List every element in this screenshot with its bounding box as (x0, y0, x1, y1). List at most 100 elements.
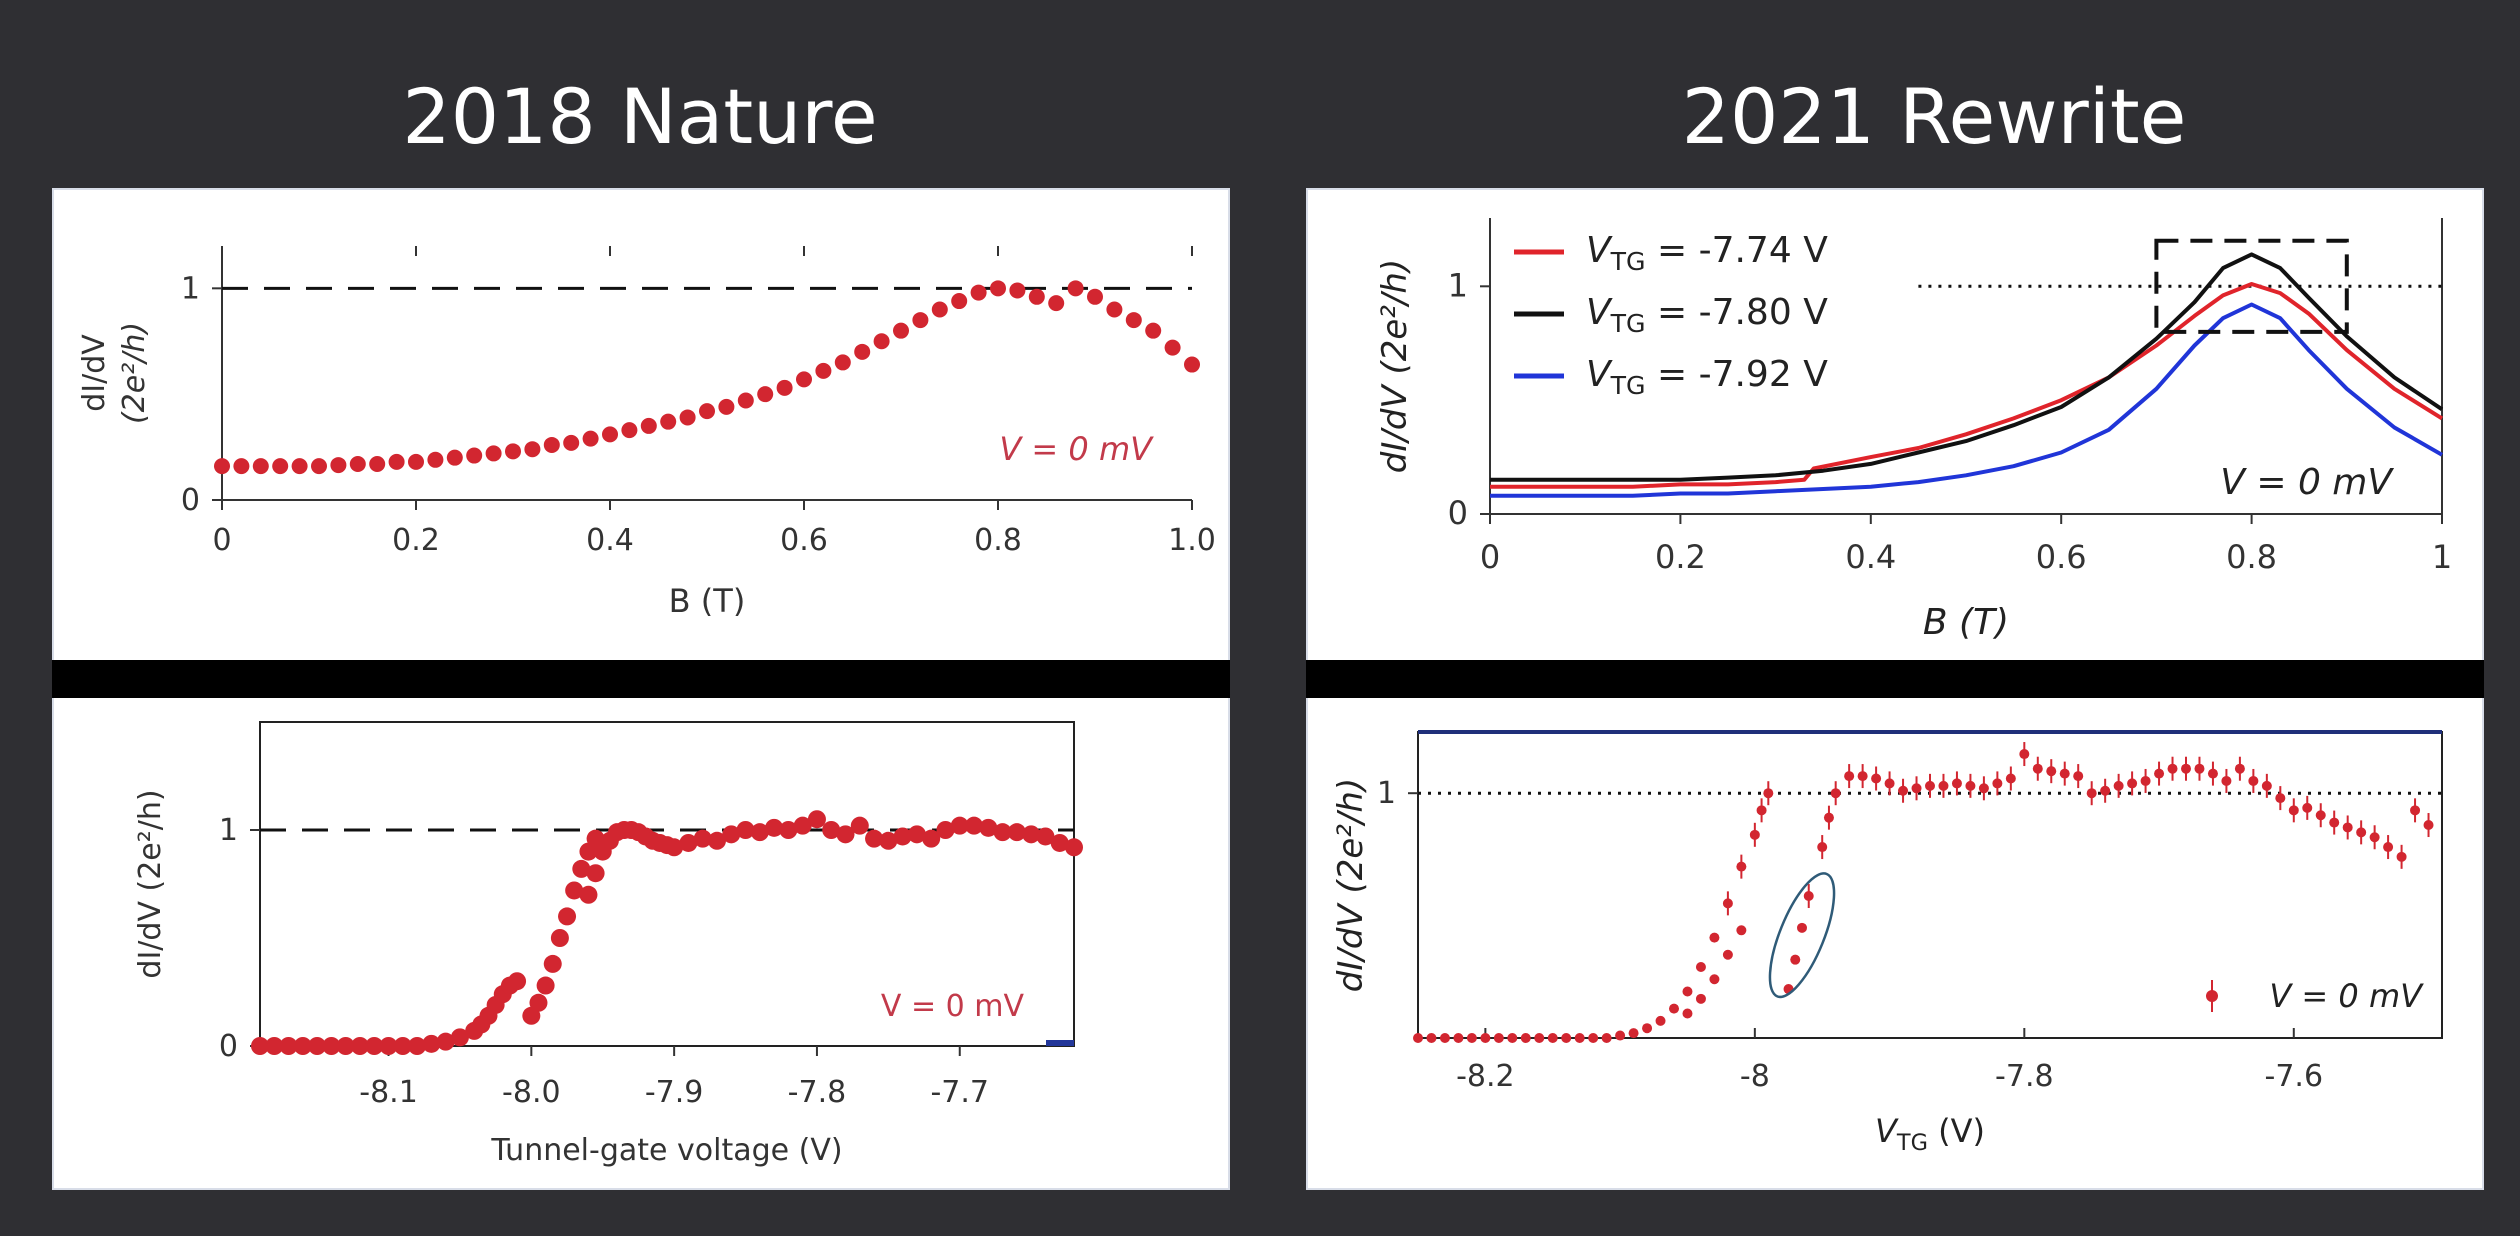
x-axis-label: B (T) (1923, 602, 2009, 643)
data-point (543, 436, 560, 453)
data-point (1480, 1033, 1491, 1043)
data-point (369, 456, 386, 473)
rewrite-b-xtick-label: 0.2 (1655, 538, 1706, 576)
data-point (931, 301, 948, 318)
data-point (1561, 1033, 1572, 1043)
legend-marker (2206, 990, 2218, 1002)
data-point (311, 458, 327, 475)
nature-vtg-frame (259, 721, 1075, 1047)
data-point (1009, 282, 1026, 299)
data-point (422, 1034, 441, 1053)
data-point (1844, 771, 1855, 782)
data-point (1048, 295, 1065, 312)
data-point (466, 447, 483, 464)
data-point (865, 829, 884, 848)
data-point (1803, 891, 1814, 902)
data-point (893, 322, 909, 339)
nature-b-xtick-label: 0.4 (586, 523, 634, 558)
data-point (2369, 832, 2380, 843)
data-point (2396, 851, 2407, 862)
data-point (1439, 1033, 1450, 1043)
data-point (757, 386, 774, 403)
data-point (2113, 780, 2124, 791)
axis-corner-mark (1046, 1040, 1074, 1046)
data-point (2140, 775, 2151, 786)
data-point (2221, 775, 2232, 786)
y-axis-label: dI/dV (2e²/h) (133, 789, 168, 978)
data-point (2261, 780, 2272, 791)
data-point (265, 1037, 284, 1055)
nature-b-xtick-label: 0.6 (780, 523, 828, 558)
data-point (579, 885, 598, 904)
data-point (1534, 1033, 1545, 1043)
data-point (2086, 788, 2097, 799)
nature-b-xtick-label: 0.8 (974, 523, 1022, 558)
data-point (408, 1037, 427, 1055)
data-point (1722, 949, 1733, 960)
data-point (1184, 356, 1200, 373)
data-point (1601, 1033, 1612, 1043)
data-point (1087, 288, 1103, 305)
rewrite-vtg-xtick-label: -8.2 (1456, 1059, 1515, 1094)
rewrite-vtg-xtick-label: -7.6 (2265, 1059, 2324, 1094)
data-point (2059, 768, 2070, 779)
data-point (446, 449, 463, 466)
data-point (322, 1037, 341, 1055)
nature-vtg-xtick-label: -8.0 (502, 1075, 561, 1110)
data-point (2073, 771, 2084, 782)
rewrite-vtg-xtick-label: -7.8 (1995, 1059, 2054, 1094)
data-point (1022, 825, 1041, 844)
data-point (550, 929, 569, 947)
data-point (1951, 778, 1962, 789)
highlight-ellipse (1768, 872, 1836, 999)
data-point (436, 1032, 455, 1051)
data-point (2234, 763, 2245, 774)
data-point (850, 816, 869, 835)
y-axis-label-line2: (2e²/h) (117, 322, 152, 424)
data-point (1938, 780, 1949, 791)
data-point (736, 821, 755, 839)
data-point (1965, 780, 1976, 791)
data-point (2329, 817, 2340, 828)
data-point (990, 280, 1006, 297)
data-point (2356, 827, 2367, 838)
nature-vtg-xtick-label: -7.7 (930, 1075, 989, 1110)
data-point (1695, 993, 1706, 1004)
x-axis-label: Tunnel-gate voltage (V) (490, 1133, 842, 1168)
data-point (1574, 1033, 1585, 1043)
data-point (965, 816, 984, 835)
data-point (1628, 1028, 1639, 1039)
data-point (879, 831, 898, 850)
data-point (621, 422, 638, 439)
data-point (1067, 280, 1084, 297)
data-point (2315, 810, 2326, 821)
data-point (1106, 301, 1123, 318)
series-line (1490, 252, 2444, 482)
data-point (1763, 788, 1774, 799)
data-point (665, 838, 684, 857)
data-point (2207, 768, 2218, 779)
data-point (2005, 773, 2016, 784)
legend-label: VTG = -7.74 V (1586, 230, 1828, 276)
data-point (505, 443, 521, 460)
y-axis-label: dI/dV (2e²/h) (77, 322, 152, 424)
data-point (679, 833, 698, 852)
data-point (2100, 785, 2111, 796)
x-axis-label: VTG (V) (1875, 1112, 1985, 1156)
data-point (834, 354, 851, 371)
data-point (1756, 805, 1767, 816)
data-point (1642, 1023, 1653, 1034)
data-point (1797, 922, 1807, 933)
data-point (679, 409, 696, 426)
x-axis-label: B (T) (669, 582, 746, 620)
data-point (950, 816, 969, 835)
data-point (393, 1037, 412, 1055)
data-point (2181, 763, 2191, 774)
data-point (2275, 793, 2286, 804)
data-point (1682, 986, 1693, 997)
nature-vtg-xtick-label: -7.9 (645, 1075, 704, 1110)
data-point (1426, 1033, 1437, 1043)
data-point (1125, 312, 1142, 329)
data-point (640, 417, 657, 434)
data-point (1978, 783, 1989, 794)
